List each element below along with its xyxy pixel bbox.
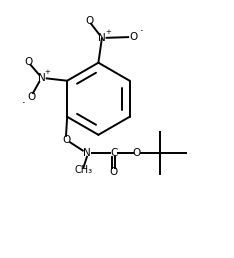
Text: ·: · xyxy=(22,96,26,110)
Text: O: O xyxy=(25,57,33,67)
Text: O: O xyxy=(133,148,141,158)
Text: N: N xyxy=(38,74,45,83)
Text: ·: · xyxy=(139,26,143,38)
Text: +: + xyxy=(106,29,111,35)
Text: N: N xyxy=(98,33,106,43)
Text: O: O xyxy=(62,135,70,145)
Text: +: + xyxy=(44,69,50,75)
Text: O: O xyxy=(110,167,118,177)
Text: C: C xyxy=(110,148,117,158)
Text: O: O xyxy=(129,32,137,42)
Text: N: N xyxy=(83,148,91,158)
Text: CH₃: CH₃ xyxy=(74,165,92,175)
Text: O: O xyxy=(27,92,35,102)
Text: O: O xyxy=(85,16,93,26)
